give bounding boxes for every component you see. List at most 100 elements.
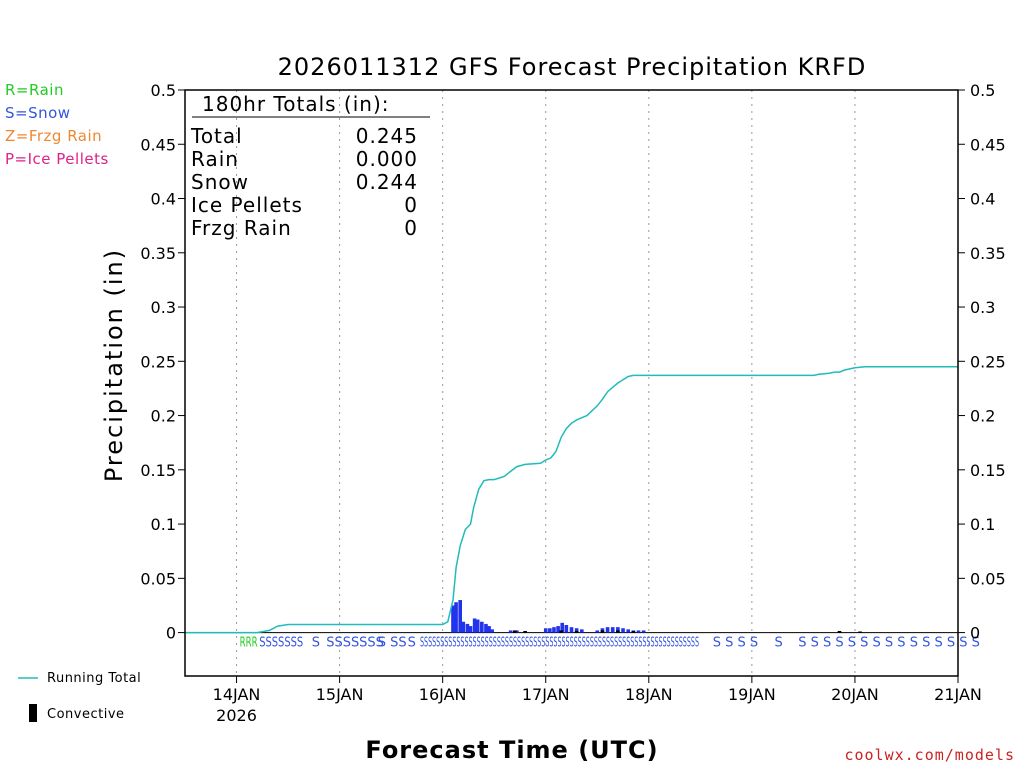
ytick-right-label-7: 0.35 — [970, 244, 1006, 263]
precip-bar — [465, 623, 470, 633]
precip-bar — [610, 627, 615, 633]
precip-bar — [552, 627, 556, 633]
convective-bar — [574, 630, 579, 633]
gridlines — [236, 90, 856, 676]
precip-bar — [484, 623, 488, 633]
ytick-right-label-6: 0.3 — [970, 298, 995, 317]
totals-label-snow: Snow — [191, 170, 249, 194]
y-ticks-right: 0 0.05 0.1 0.15 0.2 0.25 0.3 0.35 0.4 0.45 0.5 — [958, 81, 1006, 643]
ytick-left-label-4: 0.2 — [151, 407, 176, 426]
chart-legend: Running Total Convective — [18, 671, 141, 722]
chart-title: 2026011312 GFS Forecast Precipitation KR… — [278, 53, 867, 81]
ytick-left-label-6: 0.3 — [151, 298, 176, 317]
xtick-label-6: 20JAN — [831, 685, 879, 704]
ytick-right-label-1: 0.05 — [970, 569, 1006, 588]
totals-value-total: 0.245 — [356, 124, 418, 148]
legend-convective-label: Convective — [47, 707, 125, 722]
precip-bar — [475, 619, 480, 633]
ytick-left-label-2: 0.1 — [151, 515, 176, 534]
xtick-label-3: 17JAN — [522, 685, 570, 704]
totals-label-rain: Rain — [191, 147, 239, 171]
convective-bar — [616, 630, 620, 633]
xtick-label-4: 18JAN — [625, 685, 673, 704]
precip-bar — [472, 618, 477, 633]
credit-text: coolwx.com/models — [844, 746, 1015, 764]
precip-bar — [621, 628, 625, 633]
ytick-left-label-0: 0 — [166, 624, 176, 643]
xtick-label-0: 14JAN — [213, 685, 261, 704]
convective-bar — [513, 630, 517, 633]
ytick-right-label-10: 0.5 — [970, 81, 995, 100]
precip-bar — [556, 626, 560, 633]
key-rain: R=Rain — [5, 81, 64, 99]
convective-bar — [559, 630, 563, 633]
precip-bar — [508, 630, 513, 633]
ptype-marker-1: SSSSSSS — [259, 636, 303, 651]
ytick-left-label-9: 0.45 — [140, 135, 176, 154]
precip-bar — [595, 630, 600, 633]
running-total-line — [185, 365, 958, 634]
precip-bar — [451, 605, 455, 633]
ytick-right-label-8: 0.4 — [970, 190, 995, 209]
totals-box: 180hr Totals (in): Total 0.245 Rain 0.00… — [190, 92, 430, 240]
ytick-left-label-8: 0.4 — [151, 190, 176, 209]
ytick-left-label-7: 0.35 — [140, 244, 176, 263]
precip-bar — [574, 628, 579, 633]
ptype-marker-10: S S S S — [713, 636, 758, 651]
ytick-right-label-5: 0.25 — [970, 352, 1006, 371]
totals-value-snow: 0.244 — [356, 170, 418, 194]
ytick-right-label-3: 0.15 — [970, 461, 1006, 480]
precip-bar — [560, 622, 565, 633]
ytick-right-label-4: 0.2 — [970, 407, 995, 426]
totals-value-rain: 0.000 — [356, 147, 418, 171]
precip-type-key: R=Rain S=Snow Z=Frzg Rain P=Ice Pellets — [5, 81, 108, 168]
precip-bar — [461, 621, 466, 633]
precip-bar — [458, 600, 462, 633]
ytick-right-label-9: 0.45 — [970, 135, 1006, 154]
convective-bars — [513, 630, 862, 633]
ytick-left-label-10: 0.5 — [151, 81, 176, 100]
precip-bar — [480, 621, 484, 633]
xtick-label-2: 16JAN — [419, 685, 467, 704]
ytick-left-label-1: 0.05 — [140, 569, 176, 588]
ptype-marker-3: SS — [326, 636, 343, 651]
precip-type-markers: RRR SSSSSSS S SS SS SSSS SS S SSSSSSSSSSSSSSSSSS… — [240, 636, 980, 651]
totals-label-frzg-rain: Frzg Rain — [191, 216, 292, 240]
precip-bar — [454, 602, 458, 633]
totals-label-ice-pellets: Ice Pellets — [191, 193, 303, 217]
xtick-label-5: 19JAN — [728, 685, 776, 704]
ptype-marker-2: S — [312, 636, 320, 651]
x-axis-label: Forecast Time (UTC) — [365, 736, 658, 764]
precip-bar — [641, 630, 646, 633]
y-axis-label: Precipitation (in) — [100, 248, 128, 482]
legend-convective-swatch — [29, 704, 37, 722]
key-freezing-rain: Z=Frzg Rain — [5, 127, 102, 145]
convective-bar — [631, 630, 636, 633]
ptype-marker-6: S — [378, 636, 386, 651]
precip-bar — [616, 627, 620, 633]
xtick-label-7: 21JAN — [934, 685, 982, 704]
ytick-right-label-2: 0.1 — [970, 515, 995, 534]
precip-bars — [451, 600, 646, 633]
ptype-marker-4: SS — [343, 636, 360, 651]
ptype-marker-0: RRR — [240, 636, 258, 651]
totals-value-frzg-rain: 0 — [404, 216, 418, 240]
precip-bar — [487, 626, 491, 633]
ptype-marker-12: S S S S S S S S S S S S S S S — [798, 636, 980, 651]
precip-bar — [515, 630, 519, 633]
ytick-left-label-3: 0.15 — [140, 461, 176, 480]
xtick-label-1: 15JAN — [316, 685, 364, 704]
precip-bar — [543, 628, 548, 633]
convective-bar — [837, 630, 842, 633]
precip-bar — [564, 624, 569, 633]
ptype-marker-5: SSS — [359, 636, 384, 651]
precip-bar — [548, 628, 552, 633]
totals-header: 180hr Totals (in): — [202, 92, 390, 116]
precip-bar — [626, 629, 630, 633]
xtick-sublabel-0: 2026 — [216, 706, 257, 725]
convective-bar — [858, 631, 862, 633]
precip-bar — [468, 626, 473, 633]
legend-running-total-label: Running Total — [47, 671, 141, 686]
totals-value-ice-pellets: 0 — [404, 193, 418, 217]
